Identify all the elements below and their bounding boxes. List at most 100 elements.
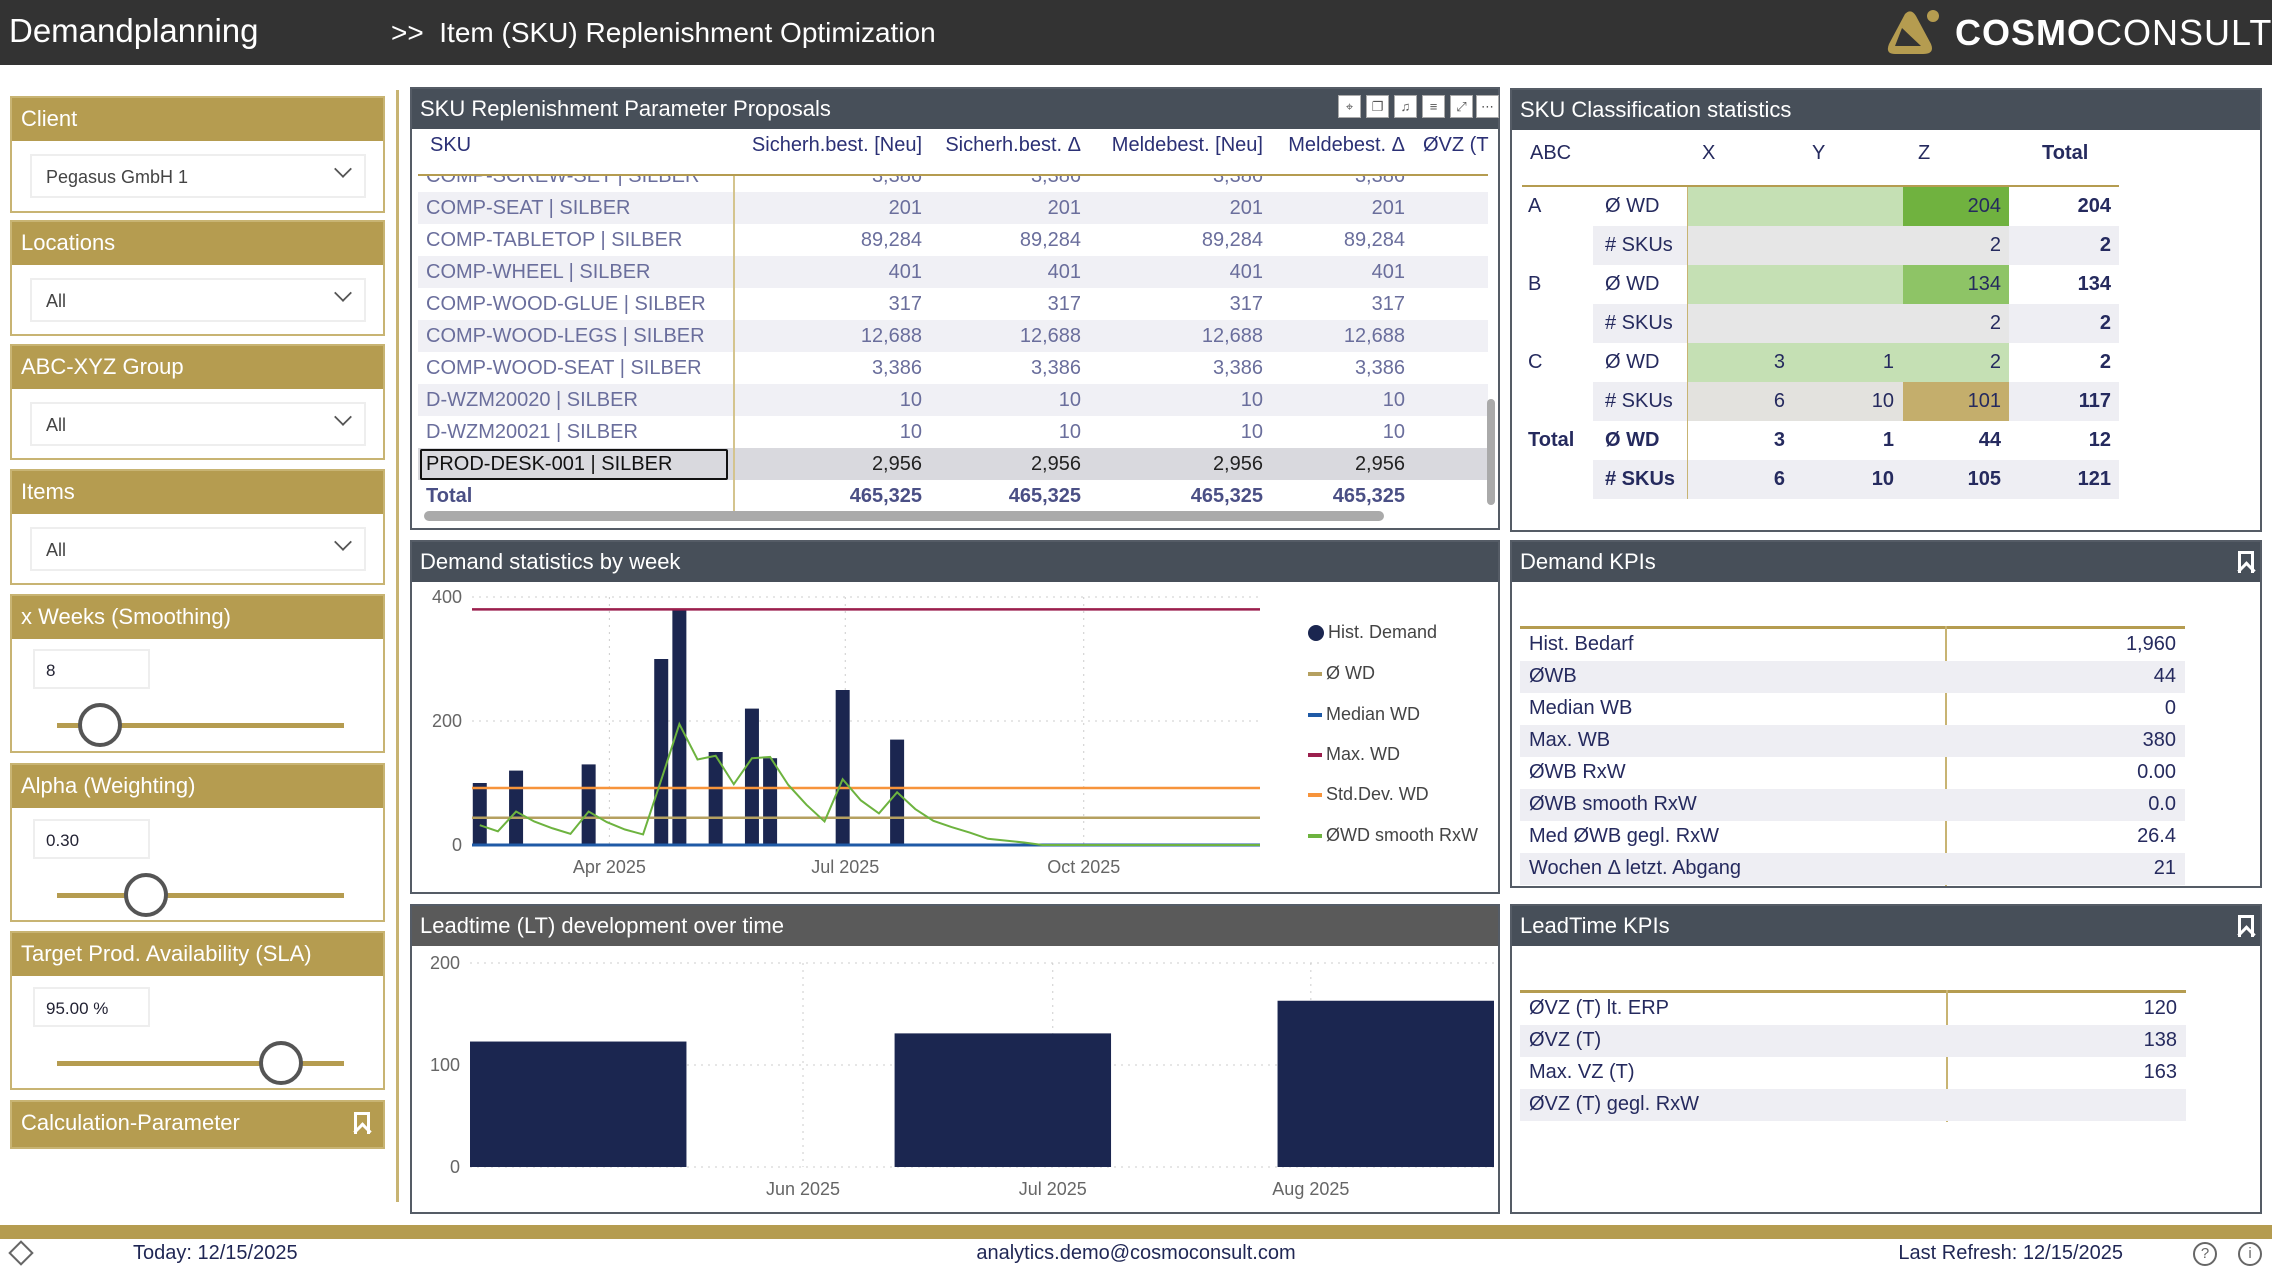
legend-item[interactable]: Hist. Demand [1308, 622, 1437, 643]
locations-dropdown[interactable]: All [30, 278, 366, 322]
table-row[interactable]: COMP-SEAT | SILBER 201 201 201 201 [418, 192, 1488, 224]
heatmap-cell[interactable]: 44 [1903, 421, 2010, 460]
contact-email[interactable]: analytics.demo@cosmoconsult.com [976, 1242, 1296, 1264]
heatmap-cell[interactable] [1688, 226, 1794, 265]
heatmap-cell[interactable] [1794, 187, 1903, 226]
table-row[interactable]: COMP-WOOD-SEAT | SILBER 3,386 3,386 3,386 3,… [418, 352, 1488, 384]
sla-slider-handle[interactable] [258, 1041, 303, 1085]
horizontal-scrollbar[interactable] [424, 511, 1384, 521]
heatmap-cell[interactable] [1794, 304, 1903, 343]
abc-xyz-dropdown[interactable]: All [30, 402, 366, 446]
table-row[interactable]: COMP-WOOD-LEGS | SILBER 12,688 12,688 12,68… [418, 320, 1488, 352]
table-row[interactable]: D-WZM20021 | SILBER 10 10 10 10 [418, 416, 1488, 448]
heatmap-cell[interactable]: 101 [1903, 382, 2010, 421]
leadtime-bar [894, 1033, 1112, 1167]
table-row[interactable]: PROD-DESK-001 | SILBER 2,956 2,956 2,956 2,9… [418, 448, 1488, 480]
sla-slider-track[interactable] [57, 1061, 344, 1066]
legend-item[interactable]: Max. WD [1308, 744, 1400, 765]
value-cell: 3,386 [1212, 357, 1263, 379]
calculation-parameter-button[interactable]: Calculation-Parameter [10, 1100, 385, 1149]
vertical-scrollbar[interactable] [1487, 399, 1495, 505]
more-options-icon[interactable]: ⋯ [1476, 95, 1499, 118]
value-cell: 12,688 [860, 325, 922, 347]
filter-icon[interactable]: ≡ [1422, 95, 1445, 118]
today-date: Today: 12/15/2025 [133, 1242, 298, 1264]
focus-mode-icon[interactable]: ⤢ [1450, 95, 1473, 118]
heatmap-cell[interactable]: 3 [1688, 421, 1794, 460]
heatmap-cell[interactable]: 10 [1794, 382, 1903, 421]
weeks-smoothing-parameter: x Weeks (Smoothing) 8 [10, 594, 385, 753]
column-header[interactable]: X [1702, 142, 1716, 164]
heatmap-cell[interactable]: 6 [1688, 382, 1794, 421]
heatmap-cell[interactable] [1794, 265, 1903, 304]
sku-table-body: COMP-SCREW-SET | SILBER 3,386 3,386 3,386 3,… [418, 176, 1488, 514]
help-icon[interactable]: ? [2193, 1242, 2217, 1266]
legend-item[interactable]: Std.Dev. WD [1308, 784, 1429, 805]
abc-label [1522, 226, 1593, 265]
sla-input[interactable]: 95.00 % [33, 987, 150, 1027]
legend-item[interactable]: Median WD [1308, 704, 1420, 725]
column-header[interactable]: Sicherh.best. [Neu] [751, 134, 922, 156]
items-dropdown[interactable]: All [30, 527, 366, 571]
hist-demand-bar [472, 783, 487, 845]
client-dropdown[interactable]: Pegasus GmbH 1 [30, 154, 366, 198]
app-title: Demandplanning [9, 12, 259, 49]
heatmap-cell[interactable]: 1 [1794, 343, 1903, 382]
heatmap-cell[interactable]: 10 [1794, 460, 1903, 499]
table-row[interactable]: COMP-WHEEL | SILBER 401 401 401 401 [418, 256, 1488, 288]
heatmap-cell[interactable]: 105 [1903, 460, 2010, 499]
visual-header-icons: ⌖ ❐ ♫ ≡ ⤢ ⋯ [1338, 92, 1499, 120]
value-cell: 201 [1371, 197, 1405, 219]
heatmap-cell[interactable] [1688, 187, 1794, 226]
column-header[interactable]: SKU [430, 134, 472, 156]
column-header[interactable]: Meldebest. Δ [1288, 134, 1405, 156]
alert-bell-icon[interactable]: ♫ [1394, 95, 1417, 118]
weeks-slider-track[interactable] [57, 723, 344, 728]
column-header[interactable]: Y [1812, 142, 1826, 164]
table-row[interactable]: COMP-WOOD-GLUE | SILBER 317 317 317 317 [418, 288, 1488, 320]
bookmark-icon[interactable] [2238, 551, 2254, 573]
alpha-slider-track[interactable] [57, 893, 344, 898]
column-header[interactable]: Meldebest. [Neu] [1111, 134, 1263, 156]
abc-label: B [1528, 273, 1542, 295]
bookmark-icon[interactable] [354, 1112, 370, 1134]
sku-cell: COMP-TABLETOP | SILBER [426, 229, 683, 251]
value-cell: 317 [888, 293, 922, 315]
heatmap-cell[interactable] [1688, 304, 1794, 343]
edit-diamond-icon[interactable] [8, 1240, 34, 1266]
column-header[interactable]: Total [2042, 142, 2089, 164]
heatmap-cell[interactable]: 6 [1688, 460, 1794, 499]
legend-item[interactable]: Ø WD [1308, 663, 1375, 684]
kpi-row: Median WB 0 [1520, 693, 2185, 725]
alpha-slider-handle[interactable] [123, 873, 168, 917]
pin-icon[interactable]: ⌖ [1338, 95, 1361, 118]
column-header[interactable]: ABC [1530, 142, 1572, 164]
weeks-slider-handle[interactable] [78, 703, 123, 747]
column-header[interactable]: ØVZ (T [1423, 134, 1489, 156]
heatmap-cell[interactable]: 2 [1903, 226, 2010, 265]
copy-icon[interactable]: ❐ [1366, 95, 1389, 118]
weeks-input[interactable]: 8 [33, 649, 150, 689]
value-cell: 10 [1058, 421, 1081, 443]
heatmap-cell[interactable]: 134 [1903, 265, 2010, 304]
heatmap-cell[interactable]: 2 [1903, 304, 2010, 343]
sku-cell: COMP-WOOD-SEAT | SILBER [426, 357, 702, 379]
legend-label: Ø WD [1326, 663, 1375, 683]
heatmap-cell[interactable]: 3 [1688, 343, 1794, 382]
table-row[interactable]: D-WZM20020 | SILBER 10 10 10 10 [418, 384, 1488, 416]
column-header[interactable]: Z [1918, 142, 1931, 164]
legend-item[interactable]: ØWD smooth RxW [1308, 825, 1478, 846]
heatmap-cell[interactable]: 204 [1903, 187, 2010, 226]
column-divider [1687, 187, 1688, 499]
y-tick-label: 0 [452, 835, 462, 855]
heatmap-cell[interactable] [1688, 265, 1794, 304]
alpha-input[interactable]: 0.30 [33, 819, 150, 859]
heatmap-cell[interactable]: 2 [1903, 343, 2010, 382]
heatmap-cell[interactable]: 1 [1794, 421, 1903, 460]
bookmark-icon[interactable] [2238, 915, 2254, 937]
info-icon[interactable]: i [2238, 1242, 2262, 1266]
table-row[interactable]: COMP-SCREW-SET | SILBER 3,386 3,386 3,386 3,… [418, 176, 1488, 192]
column-header[interactable]: Sicherh.best. Δ [945, 134, 1081, 156]
heatmap-cell[interactable] [1794, 226, 1903, 265]
table-row[interactable]: COMP-TABLETOP | SILBER 89,284 89,284 89,284… [418, 224, 1488, 256]
